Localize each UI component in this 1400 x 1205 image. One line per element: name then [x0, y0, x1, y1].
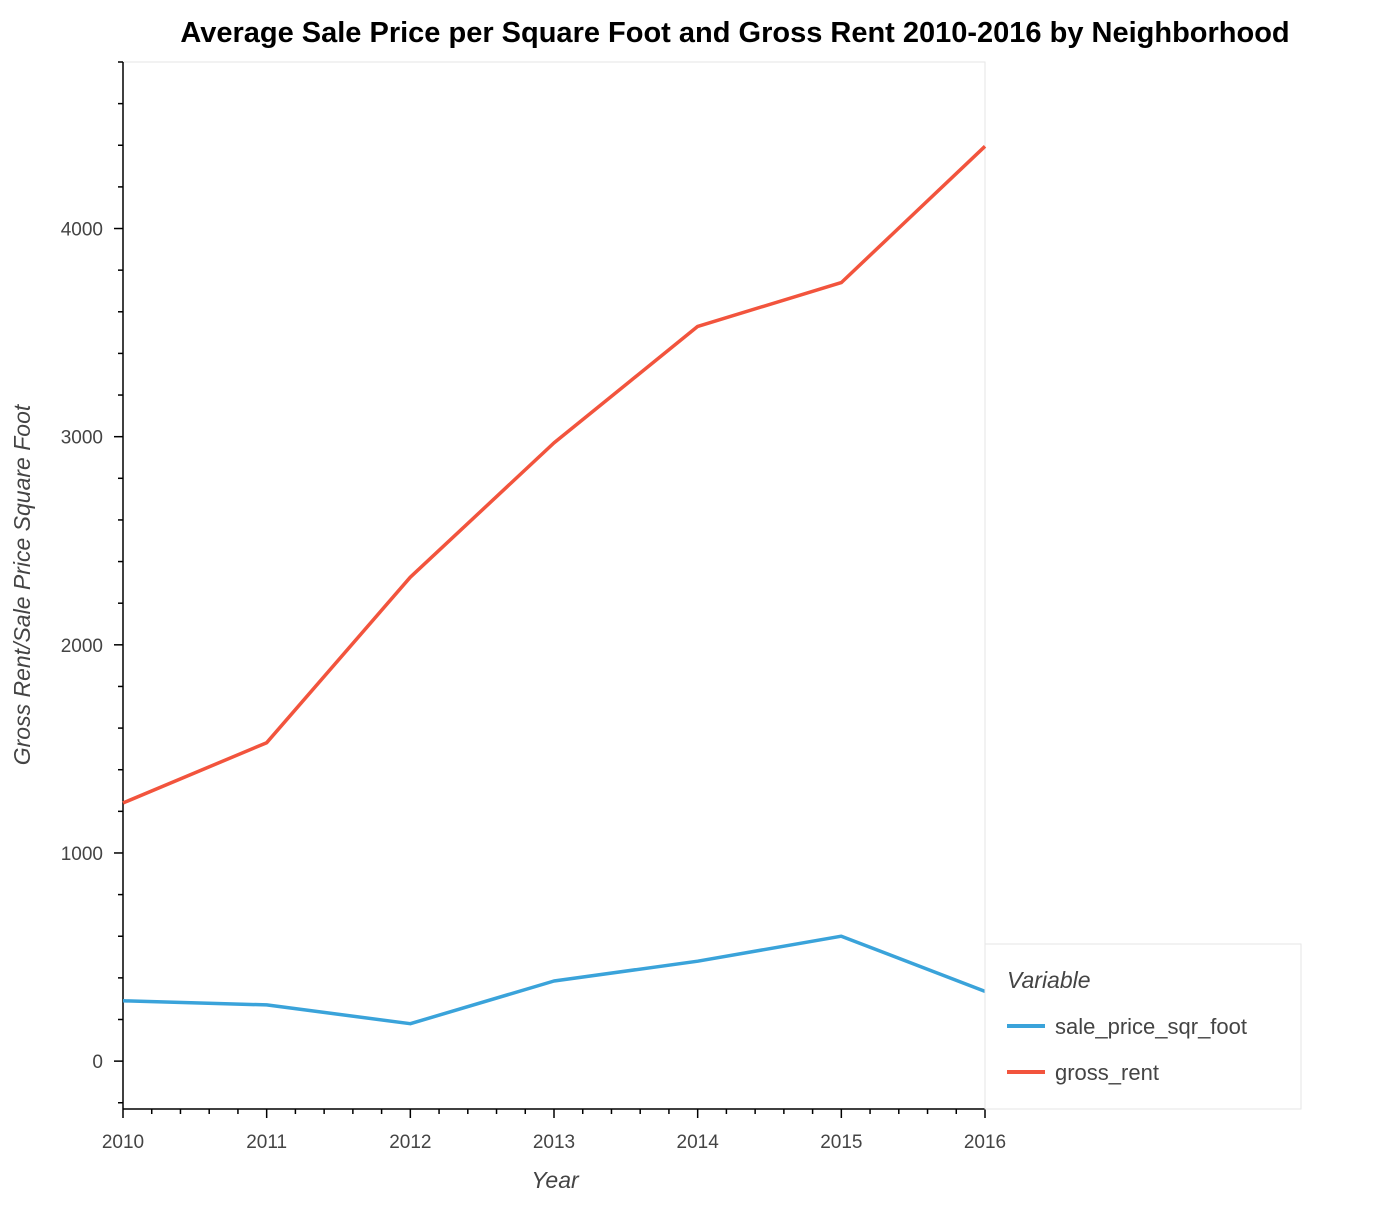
- y-axis: 0 1000 2000 3000 4000: [61, 61, 124, 1109]
- y-tick-label: 0: [92, 1052, 103, 1073]
- x-tick-label: 2013: [533, 1132, 575, 1153]
- legend-label: sale_price_sqr_foot: [1055, 1014, 1247, 1039]
- legend-items: sale_price_sqr_foot gross_rent: [1007, 1014, 1247, 1085]
- legend-label: gross_rent: [1055, 1060, 1159, 1085]
- x-tick-label: 2014: [677, 1132, 720, 1153]
- x-tick-label: 2011: [246, 1132, 287, 1153]
- y-tick-label: 3000: [61, 428, 103, 449]
- legend-title: Variable: [1007, 967, 1091, 993]
- y-tick-label: 1000: [61, 844, 103, 865]
- series-layer: [122, 145, 987, 1026]
- legend: Variable sale_price_sqr_foot gross_rent: [984, 943, 1302, 1110]
- legend-item-sale_price_sqr_foot: sale_price_sqr_foot: [1007, 1014, 1247, 1039]
- x-tick-label: 2010: [102, 1132, 144, 1153]
- x-tick-label: 2012: [389, 1132, 431, 1153]
- x-axis: 2010 2011 2012 2013 2014 2015 2016: [102, 1108, 1006, 1153]
- chart-title: Average Sale Price per Square Foot and G…: [180, 17, 1289, 49]
- x-axis-title: Year: [531, 1167, 580, 1193]
- y-tick-label: 4000: [61, 220, 103, 241]
- series-line-sale_price_sqr_foot: [122, 934, 986, 1026]
- x-tick-label: 2016: [964, 1132, 1006, 1153]
- y-tick-label: 2000: [61, 636, 103, 657]
- plot-frame: [122, 61, 986, 1110]
- series-line-gross_rent: [122, 145, 987, 805]
- x-tick-label: 2015: [820, 1132, 862, 1153]
- y-axis-title: Gross Rent/Sale Price Square Foot: [9, 403, 35, 765]
- legend-item-gross_rent: gross_rent: [1007, 1060, 1159, 1085]
